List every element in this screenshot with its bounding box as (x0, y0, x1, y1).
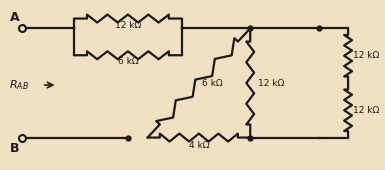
Text: 4 kΩ: 4 kΩ (189, 141, 209, 150)
Text: 12 kΩ: 12 kΩ (353, 51, 379, 60)
Text: 6 kΩ: 6 kΩ (117, 57, 138, 66)
Text: $R_{AB}$: $R_{AB}$ (8, 78, 28, 92)
Text: A: A (10, 12, 19, 24)
Text: 12 kΩ: 12 kΩ (258, 79, 284, 88)
Text: 12 kΩ: 12 kΩ (353, 106, 379, 115)
Text: B: B (10, 142, 19, 155)
Text: 6 kΩ: 6 kΩ (202, 79, 223, 88)
Text: 12 kΩ: 12 kΩ (115, 21, 141, 30)
